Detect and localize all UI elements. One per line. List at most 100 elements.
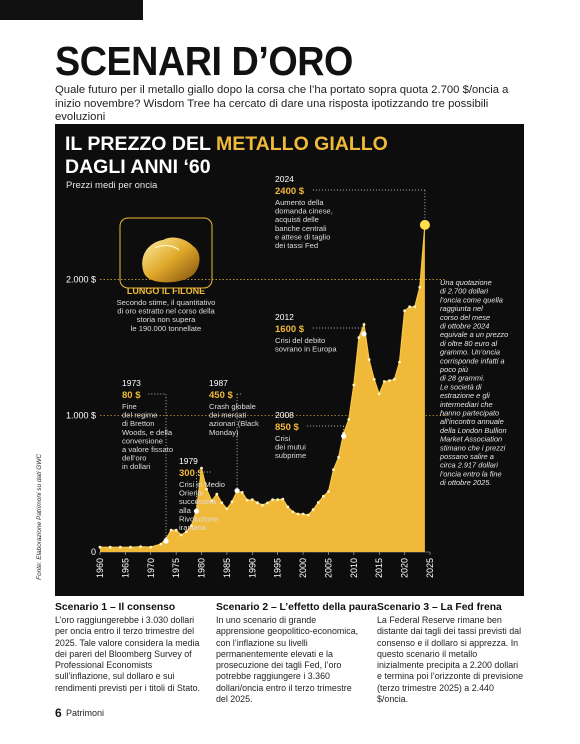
annotation-marker bbox=[163, 538, 169, 544]
source-note: Fonte: Elaborazione Patrimoni su dati GW… bbox=[36, 453, 43, 580]
filone-text: storia non supera bbox=[137, 315, 196, 324]
side-note-line: Le società di bbox=[440, 382, 482, 391]
data-point bbox=[118, 545, 122, 549]
side-note-line: corrisponde infatti a bbox=[440, 356, 505, 365]
data-point bbox=[286, 505, 290, 509]
annotation-marker bbox=[234, 488, 240, 494]
annotation-value-2008: 850 $ bbox=[275, 422, 299, 433]
side-note-line: l’oncia entro la fine bbox=[440, 469, 502, 478]
section-label: A COLPO D’OCCHIO bbox=[55, 9, 137, 18]
side-note-line: di 28 grammi. bbox=[440, 374, 485, 383]
x-tick-label: 1960 bbox=[95, 558, 105, 578]
annotation-text-1973: Fine bbox=[122, 402, 137, 411]
data-point bbox=[413, 305, 417, 309]
data-point bbox=[322, 494, 325, 498]
data-point bbox=[271, 498, 274, 502]
x-tick-label: 1990 bbox=[247, 558, 257, 578]
annotation-text-1979: Oriente bbox=[179, 489, 204, 498]
scenario-3: Scenario 3 – La Fed frena La Federal Res… bbox=[377, 602, 525, 705]
side-note-line: all’incontro annuale bbox=[440, 417, 504, 426]
annotation-text-2024: acquisti delle bbox=[275, 215, 319, 224]
data-point bbox=[281, 497, 285, 501]
side-note-line: di oltre 80 euro al bbox=[440, 339, 497, 348]
side-note-line: Market Association bbox=[440, 435, 502, 444]
annotation-text-1973: in dollari bbox=[122, 462, 151, 471]
data-point bbox=[306, 513, 310, 517]
data-point bbox=[108, 545, 112, 549]
x-tick-label: 1970 bbox=[146, 558, 156, 578]
intro-text: Quale futuro per il metallo giallo dopo … bbox=[55, 84, 509, 123]
side-note-line: di ottobre 2024 bbox=[440, 322, 489, 331]
annotation-text-2024: Aumento della bbox=[275, 198, 324, 207]
data-point bbox=[179, 533, 183, 537]
data-point bbox=[377, 392, 381, 396]
annotation-text-1979: Rivoluzione bbox=[179, 514, 218, 523]
y-tick-label: 0 bbox=[91, 547, 96, 557]
x-tick-label: 1995 bbox=[273, 558, 283, 578]
annotation-text-1987: Crash globale bbox=[209, 402, 256, 411]
annotation-value-1979: 300 $ bbox=[179, 468, 203, 479]
annotation-marker bbox=[361, 331, 367, 337]
annotation-text-2008: dei mutui bbox=[275, 443, 306, 452]
x-tick-label: 2020 bbox=[400, 558, 410, 578]
annotation-text-2012: sovrano in Europa bbox=[275, 345, 337, 354]
side-note-line: della London Bullion bbox=[440, 426, 507, 435]
side-note-line: Una quotazione bbox=[440, 278, 492, 287]
price-area bbox=[100, 224, 425, 552]
scenario-2-title: Scenario 2 – L’effetto della paura bbox=[216, 602, 377, 613]
chart-panel: 1973 80 $ Fine del regime di Bretton Woods, e… bbox=[55, 124, 524, 596]
data-point bbox=[418, 285, 422, 289]
side-note-line: intermediari che bbox=[440, 400, 493, 409]
side-note-line: possano salire a bbox=[439, 452, 494, 461]
annotation-value-2012: 1600 $ bbox=[275, 324, 305, 335]
chart-title-line1: IL PREZZO DEL METALLO GIALLO bbox=[65, 133, 388, 155]
data-point bbox=[301, 512, 305, 516]
data-point bbox=[230, 500, 234, 504]
side-note-line: corso del mese bbox=[440, 313, 490, 322]
annotation-text-1973: di Bretton bbox=[122, 419, 155, 428]
page-number: 6 bbox=[55, 706, 62, 720]
data-point bbox=[220, 501, 224, 505]
annotation-text-2008: Crisi bbox=[275, 434, 290, 443]
data-point bbox=[129, 545, 132, 549]
filone-box bbox=[119, 217, 213, 289]
annotation-text-1979: successiva bbox=[179, 497, 217, 506]
x-tick-label: 2000 bbox=[298, 558, 308, 578]
annotation-text-1987: dei mercati bbox=[209, 411, 246, 420]
data-point bbox=[205, 487, 209, 491]
side-note-line: grammo. Un’oncia bbox=[440, 348, 500, 357]
data-point bbox=[388, 379, 391, 383]
annotation-text-1973: del regime bbox=[122, 411, 157, 420]
x-tick-label: 1985 bbox=[222, 558, 232, 578]
data-point bbox=[398, 360, 401, 364]
data-point bbox=[367, 358, 371, 362]
filone-text: di oro estratto nel corso della bbox=[117, 307, 215, 316]
data-point bbox=[174, 528, 178, 532]
side-note-line: l’oncia come quella bbox=[440, 295, 503, 304]
annotation-text-1987: azionari (Black bbox=[209, 419, 259, 428]
data-point bbox=[403, 309, 406, 313]
chart-title-line2: DAGLI ANNI ‘60 bbox=[65, 156, 211, 178]
annotation-text-1973: a valore fissato bbox=[122, 445, 173, 454]
chart-subtitle: Prezzi medi per oncia bbox=[66, 180, 158, 191]
side-note-line: di ottobre 2025. bbox=[440, 478, 491, 487]
data-point bbox=[352, 383, 356, 387]
side-note-line: hanno partecipato bbox=[440, 409, 499, 418]
annotation-year-1979: 1979 bbox=[179, 456, 198, 466]
data-point bbox=[261, 503, 264, 507]
data-point bbox=[357, 336, 361, 340]
data-point bbox=[296, 512, 300, 516]
data-point bbox=[372, 378, 376, 381]
page-title: SCENARI D’ORO bbox=[55, 38, 353, 84]
annotation-marker bbox=[341, 433, 347, 439]
data-point bbox=[393, 377, 396, 381]
side-note-line: equivale a un prezzo bbox=[440, 330, 508, 339]
data-point bbox=[332, 468, 335, 472]
data-point bbox=[382, 380, 386, 383]
magazine-name: Patrimoni bbox=[66, 708, 105, 718]
data-point bbox=[408, 305, 412, 309]
data-point bbox=[169, 528, 173, 532]
side-note-line: poco più bbox=[439, 365, 468, 374]
annotation-text-2012: Crisi del debito bbox=[275, 336, 325, 345]
